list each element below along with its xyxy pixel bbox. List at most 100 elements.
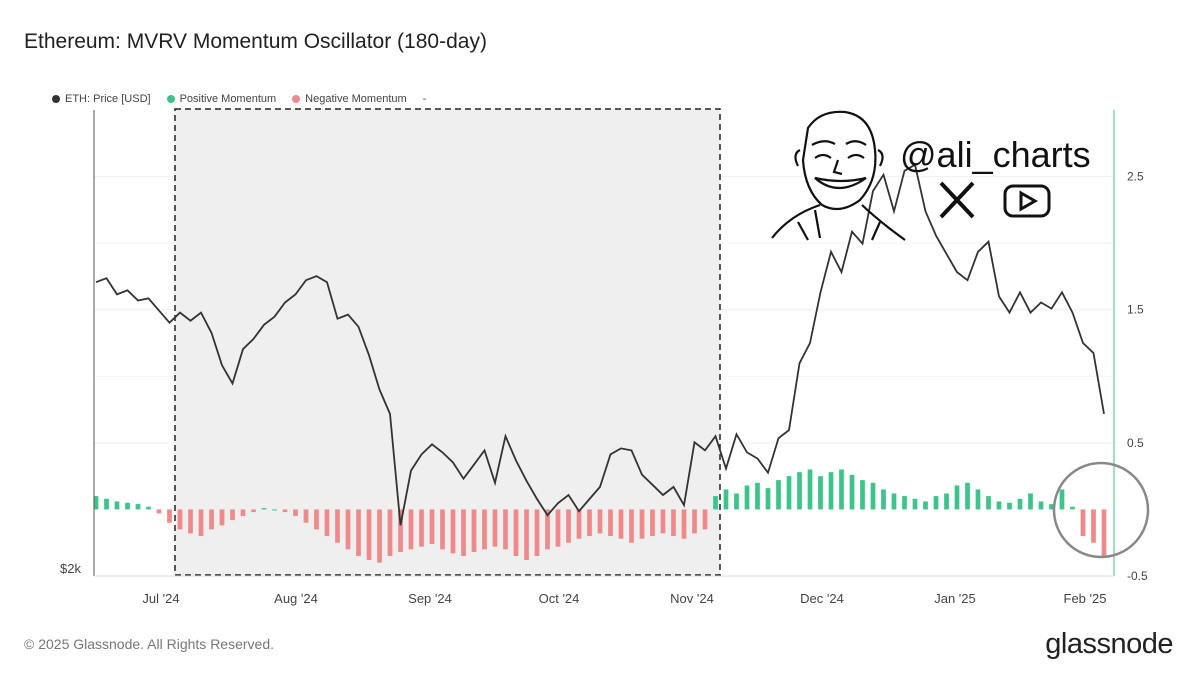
right-tick-label: 0.5 bbox=[1127, 436, 1144, 450]
legend-item-dash: - bbox=[423, 93, 427, 105]
momentum-bar bbox=[482, 509, 487, 550]
x-tick-label: Aug '24 bbox=[274, 591, 318, 606]
legend-label-dash: - bbox=[422, 93, 427, 105]
momentum-bar bbox=[167, 509, 172, 523]
momentum-bar bbox=[786, 476, 792, 510]
momentum-bar bbox=[1101, 509, 1107, 557]
legend-item-negative[interactable]: Negative Momentum bbox=[292, 93, 407, 105]
x-tick-label: Nov '24 bbox=[670, 591, 714, 606]
momentum-bar bbox=[891, 493, 897, 510]
momentum-bar bbox=[1080, 509, 1086, 537]
momentum-bar bbox=[471, 509, 477, 553]
momentum-bar bbox=[492, 509, 498, 547]
x-tick-label: Jan '25 bbox=[934, 591, 976, 606]
legend-dot-positive bbox=[166, 95, 175, 103]
legend-dot-negative bbox=[292, 95, 301, 103]
momentum-bar bbox=[555, 509, 561, 547]
momentum-bar bbox=[639, 509, 645, 539]
momentum-bar bbox=[534, 509, 540, 557]
legend-item-positive[interactable]: Positive Momentum bbox=[166, 93, 277, 105]
momentum-bars bbox=[93, 469, 1107, 563]
momentum-bar bbox=[986, 496, 991, 510]
momentum-bar bbox=[954, 485, 960, 510]
momentum-bar bbox=[1070, 506, 1075, 510]
momentum-bar bbox=[272, 509, 277, 511]
momentum-bar bbox=[776, 480, 781, 510]
momentum-bar bbox=[975, 489, 981, 510]
x-tick-label: Sep '24 bbox=[408, 591, 452, 606]
momentum-bar bbox=[251, 509, 256, 513]
momentum-bar bbox=[734, 493, 739, 510]
momentum-bar bbox=[807, 469, 813, 510]
momentum-bar bbox=[282, 509, 288, 513]
focus-circle bbox=[1052, 461, 1150, 559]
momentum-bar bbox=[597, 509, 603, 534]
momentum-bar bbox=[440, 509, 445, 550]
momentum-bar bbox=[261, 508, 267, 510]
copyright-footer: © 2025 Glassnode. All Rights Reserved. bbox=[24, 636, 275, 652]
momentum-bar bbox=[513, 509, 519, 557]
momentum-bar bbox=[156, 509, 162, 514]
momentum-bar bbox=[1007, 502, 1012, 510]
momentum-bar bbox=[503, 509, 508, 550]
momentum-bar bbox=[356, 509, 361, 557]
momentum-bar bbox=[587, 509, 592, 537]
momentum-bar bbox=[860, 480, 865, 510]
watermark-handle: @ali_charts bbox=[900, 134, 1091, 175]
momentum-bar bbox=[125, 502, 130, 510]
momentum-bar bbox=[230, 509, 235, 521]
momentum-bar bbox=[933, 496, 939, 510]
momentum-bar bbox=[387, 509, 393, 557]
momentum-bar bbox=[429, 509, 435, 545]
right-tick-labels: 2.5 1.5 0.5 -0.5 bbox=[1127, 170, 1148, 583]
momentum-bar bbox=[398, 509, 403, 553]
legend-dot-price bbox=[52, 95, 60, 103]
momentum-bar bbox=[419, 509, 424, 547]
momentum-bar bbox=[450, 509, 456, 554]
momentum-bar bbox=[1091, 509, 1096, 543]
momentum-bar bbox=[314, 509, 319, 530]
momentum-bar bbox=[576, 509, 582, 539]
momentum-bar bbox=[660, 509, 666, 534]
legend-item-price[interactable]: ETH: Price [USD] bbox=[52, 93, 151, 105]
momentum-bar bbox=[408, 509, 414, 550]
momentum-bar bbox=[1049, 504, 1054, 510]
left-axis-label: $2k bbox=[60, 561, 81, 576]
momentum-bar bbox=[524, 509, 529, 561]
momentum-bar bbox=[912, 498, 918, 510]
momentum-bar bbox=[1059, 489, 1065, 510]
legend-label-positive: Positive Momentum bbox=[179, 93, 277, 105]
momentum-bar bbox=[650, 509, 655, 537]
x-icon bbox=[939, 181, 975, 219]
right-tick-label: 1.5 bbox=[1127, 303, 1144, 317]
momentum-bar bbox=[713, 496, 718, 510]
legend-label-negative: Negative Momentum bbox=[305, 93, 407, 105]
momentum-bar bbox=[566, 509, 571, 543]
momentum-bar bbox=[240, 509, 246, 517]
momentum-bar bbox=[944, 493, 949, 510]
momentum-bar bbox=[135, 504, 141, 510]
x-tick-label: Feb '25 bbox=[1064, 591, 1107, 606]
momentum-bar bbox=[209, 509, 214, 530]
momentum-bar bbox=[114, 501, 120, 510]
momentum-bar bbox=[755, 482, 760, 510]
momentum-bar bbox=[965, 482, 970, 510]
momentum-bar bbox=[849, 474, 855, 510]
momentum-bar bbox=[188, 509, 193, 534]
momentum-bar bbox=[293, 509, 298, 517]
momentum-bar bbox=[1028, 493, 1033, 510]
momentum-bar bbox=[618, 509, 624, 539]
momentum-bar bbox=[366, 509, 372, 561]
momentum-bar bbox=[996, 501, 1002, 510]
chart-legend: ETH: Price [USD] Positive Momentum Negat… bbox=[52, 93, 426, 105]
momentum-bar bbox=[629, 509, 634, 543]
momentum-bar bbox=[345, 509, 351, 550]
momentum-bar bbox=[923, 501, 928, 510]
momentum-bar bbox=[765, 488, 771, 510]
momentum-bar bbox=[461, 509, 466, 557]
momentum-bar bbox=[839, 469, 844, 510]
momentum-bar bbox=[324, 509, 330, 537]
brand-logo: glassnode bbox=[1045, 628, 1173, 660]
momentum-bar bbox=[93, 496, 99, 510]
youtube-icon bbox=[1003, 184, 1051, 218]
